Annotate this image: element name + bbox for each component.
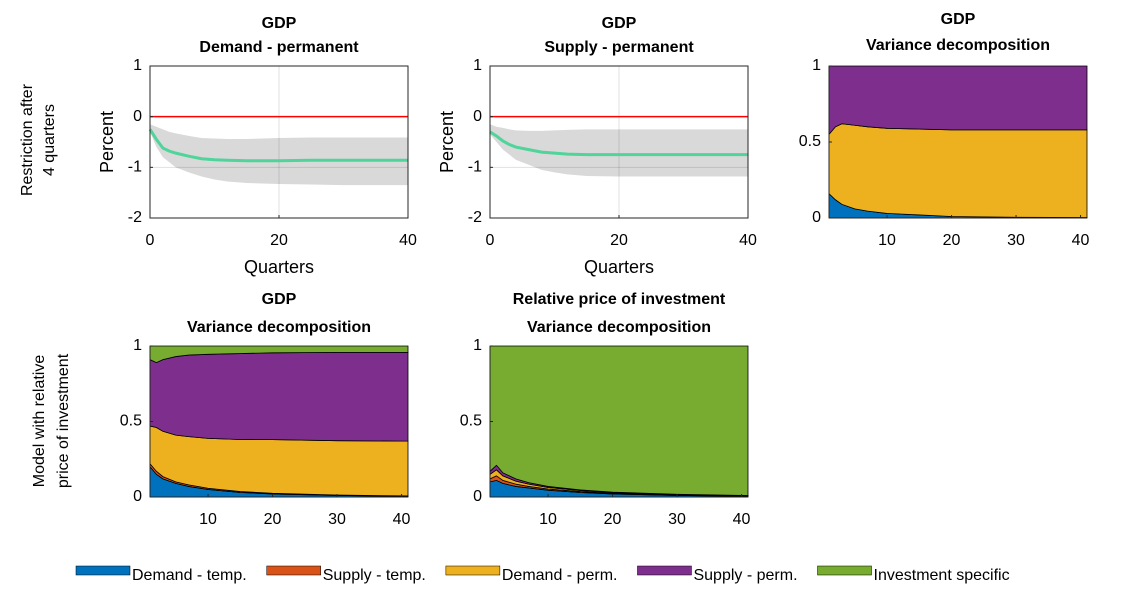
row-label: Restriction after bbox=[19, 83, 36, 196]
y-tick-label: 0 bbox=[473, 108, 482, 125]
x-tick-label: 20 bbox=[604, 511, 622, 528]
y-tick-label: 0 bbox=[473, 488, 482, 505]
x-tick-label: 20 bbox=[270, 232, 288, 249]
x-tick-label: 10 bbox=[878, 232, 896, 249]
x-tick-label: 20 bbox=[943, 232, 961, 249]
chart-title: GDP bbox=[602, 15, 637, 32]
legend: Demand - temp. Supply - temp. Demand - per… bbox=[75, 565, 1010, 584]
legend-swatch bbox=[266, 565, 321, 576]
legend-swatch bbox=[817, 565, 872, 576]
area bbox=[149, 345, 409, 364]
area bbox=[489, 345, 749, 496]
confidence-band bbox=[490, 124, 748, 177]
plot bbox=[148, 65, 409, 219]
plot bbox=[489, 65, 749, 219]
legend-swatch bbox=[637, 565, 692, 576]
y-tick-label: 0.5 bbox=[799, 133, 821, 150]
y-axis-label: Percent bbox=[97, 111, 117, 173]
x-tick-label: 40 bbox=[733, 511, 751, 528]
y-tick-label: -2 bbox=[128, 209, 142, 226]
legend-label: Demand - temp. bbox=[132, 567, 247, 584]
legend-label: Supply - perm. bbox=[693, 567, 797, 584]
legend-swatch bbox=[445, 565, 501, 576]
y-tick-label: 1 bbox=[812, 57, 821, 74]
y-tick-label: 0.5 bbox=[120, 413, 142, 430]
x-tick-label: 30 bbox=[668, 511, 686, 528]
legend-label: Investment specific bbox=[874, 567, 1010, 584]
plot bbox=[149, 345, 409, 498]
y-tick-label: 1 bbox=[133, 337, 142, 354]
area bbox=[828, 123, 1088, 218]
y-tick-label: 1 bbox=[473, 57, 482, 74]
y-tick-label: 0 bbox=[133, 108, 142, 125]
y-axis-label: Percent bbox=[437, 111, 457, 173]
chart-title: GDP bbox=[941, 11, 976, 28]
chart-subtitle: Variance decomposition bbox=[527, 319, 711, 336]
chart-subtitle: Variance decomposition bbox=[866, 37, 1050, 54]
x-tick-label: 10 bbox=[539, 511, 557, 528]
area bbox=[828, 65, 1088, 136]
area bbox=[149, 351, 409, 442]
legend-label: Demand - perm. bbox=[502, 567, 618, 584]
y-tick-label: -1 bbox=[128, 159, 142, 176]
y-tick-label: -2 bbox=[468, 209, 482, 226]
y-tick-label: 0 bbox=[812, 209, 821, 226]
chart-title: GDP bbox=[262, 15, 297, 32]
chart-title: Relative price of investment bbox=[513, 291, 726, 308]
x-tick-label: 30 bbox=[1007, 232, 1025, 249]
x-tick-label: 40 bbox=[399, 232, 417, 249]
x-tick-label: 20 bbox=[610, 232, 628, 249]
x-axis-label: Quarters bbox=[584, 257, 654, 277]
x-axis-label: Quarters bbox=[244, 257, 314, 277]
y-tick-label: 0.5 bbox=[460, 413, 482, 430]
legend-label: Supply - temp. bbox=[323, 567, 426, 584]
chart-subtitle: Demand - permanent bbox=[199, 39, 359, 56]
legend-swatch bbox=[75, 565, 131, 576]
x-tick-label: 0 bbox=[486, 232, 495, 249]
row-label: price of investment bbox=[55, 353, 72, 488]
y-tick-label: 1 bbox=[473, 337, 482, 354]
x-tick-label: 20 bbox=[264, 511, 282, 528]
y-tick-label: 0 bbox=[133, 488, 142, 505]
plot bbox=[828, 65, 1088, 219]
x-tick-label: 40 bbox=[739, 232, 757, 249]
x-tick-label: 30 bbox=[328, 511, 346, 528]
chart-subtitle: Variance decomposition bbox=[187, 319, 371, 336]
x-tick-label: 10 bbox=[199, 511, 217, 528]
x-tick-label: 0 bbox=[146, 232, 155, 249]
x-tick-label: 40 bbox=[1072, 232, 1090, 249]
plot bbox=[489, 345, 749, 498]
x-tick-label: 40 bbox=[393, 511, 411, 528]
y-tick-label: -1 bbox=[468, 159, 482, 176]
chart-subtitle: Supply - permanent bbox=[544, 39, 694, 56]
line bbox=[489, 130, 748, 157]
row-label: 4 quarters bbox=[41, 104, 58, 176]
y-tick-label: 1 bbox=[133, 57, 142, 74]
chart-title: GDP bbox=[262, 291, 297, 308]
line bbox=[148, 128, 408, 163]
row-label: Model with relative bbox=[31, 355, 48, 488]
confidence-band bbox=[150, 124, 408, 186]
